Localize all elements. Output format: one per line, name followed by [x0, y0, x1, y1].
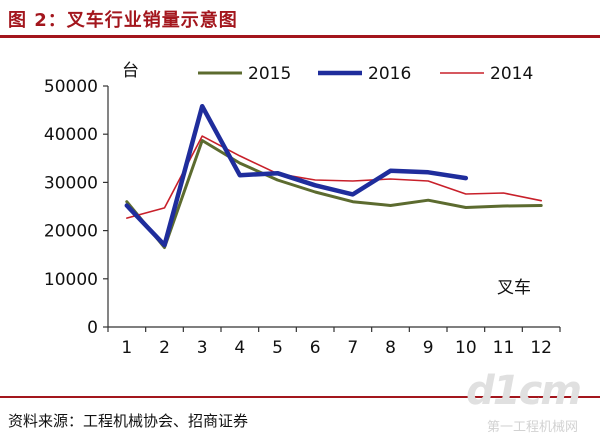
series-line-2016	[124, 103, 469, 248]
legend: 2015 2016 2014	[198, 64, 533, 84]
source-note: 资料来源：工程机械协会、招商证券	[8, 412, 249, 430]
x-tick-label: 9	[423, 338, 434, 358]
x-tick-label: 10	[455, 338, 477, 358]
x-tick-label: 5	[272, 338, 283, 358]
watermark-text: 第一工程机械网	[486, 420, 578, 435]
x-tick-label: 7	[347, 338, 358, 358]
y-tick-label: 50000	[44, 77, 98, 97]
series-lines	[124, 103, 543, 249]
watermark-logo: d1cm	[466, 368, 582, 414]
x-ticks: 1 2 3 4 5 6 7 8 9 10 11 12	[107, 327, 561, 358]
watermark: d1cm 第一工程机械网	[430, 368, 590, 436]
legend-label-2014: 2014	[490, 64, 533, 84]
footer-rule	[0, 396, 600, 398]
y-axis-unit-label: 台	[122, 61, 139, 81]
x-tick-label: 4	[234, 338, 245, 358]
x-tick-label: 3	[197, 338, 208, 358]
x-tick-label: 2	[159, 338, 170, 358]
figure-title: 图 2：叉车行业销量示意图	[8, 10, 238, 31]
y-tick-label: 20000	[44, 222, 98, 242]
y-ticks: 0 10000 20000 30000 40000 50000	[44, 77, 108, 338]
x-tick-label: 1	[121, 338, 132, 358]
y-tick-label: 40000	[44, 125, 98, 145]
y-tick-label: 10000	[44, 270, 98, 290]
y-tick-label: 30000	[44, 173, 98, 193]
x-tick-label: 11	[493, 338, 515, 358]
x-tick-label: 6	[310, 338, 321, 358]
series-line-2014	[126, 135, 543, 219]
x-tick-label: 8	[385, 338, 396, 358]
title-bar: 图 2：叉车行业销量示意图	[0, 0, 600, 36]
x-axis-label: 叉车	[497, 278, 531, 298]
legend-label-2015: 2015	[248, 64, 291, 84]
legend-label-2016: 2016	[368, 64, 411, 84]
x-tick-label: 12	[530, 338, 552, 358]
series-line-2015	[125, 139, 543, 249]
y-tick-label: 0	[87, 318, 98, 338]
title-rule	[0, 35, 600, 38]
